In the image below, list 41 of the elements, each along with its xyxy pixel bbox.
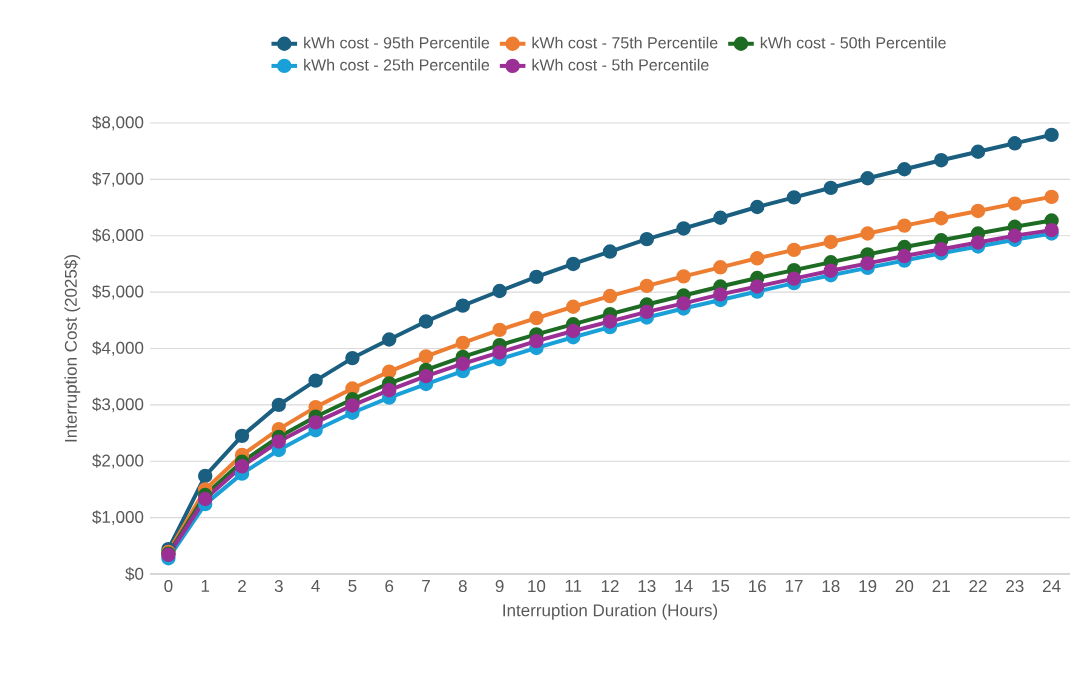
y-tick-label: $3,000	[92, 397, 144, 413]
x-tick-label: 9	[495, 580, 504, 593]
x-tick-label: 0	[164, 580, 173, 593]
x-tick-label: 12	[601, 580, 619, 592]
x-tick-label: 2	[238, 580, 246, 592]
legend-label: kWh cost - 50th Percentile	[760, 36, 946, 49]
x-tick-label: 13	[638, 580, 656, 593]
x-tick-label: 24	[1043, 580, 1061, 592]
x-tick-label: 6	[385, 580, 394, 593]
x-tick-label: 5	[348, 580, 357, 592]
legend-label: kWh cost - 5th Percentile	[532, 58, 709, 71]
x-tick-label: 15	[712, 580, 730, 592]
x-tick-label: 18	[822, 580, 840, 593]
y-tick-label: $4,000	[92, 341, 144, 356]
legend-label: kWh cost - 25th Percentile	[304, 58, 490, 71]
x-tick-label: 22	[969, 580, 987, 592]
x-tick-label: 11	[565, 580, 582, 592]
x-tick-label: 20	[895, 580, 914, 593]
legend-label: kWh cost - 95th Percentile	[304, 36, 490, 49]
x-tick-label: 14	[675, 580, 693, 592]
y-axis-title: Interruption Cost (2025$)	[64, 255, 81, 442]
y-tick-label: $8,000	[92, 115, 144, 131]
y-tick-label: $7,000	[92, 172, 144, 187]
x-tick-label: 19	[859, 580, 877, 593]
x-tick-label: 21	[932, 580, 950, 592]
y-tick-label: $6,000	[92, 228, 144, 244]
x-tick-label: 23	[1006, 580, 1024, 593]
x-tick-label: 1	[201, 580, 210, 592]
x-tick-label: 17	[785, 580, 803, 592]
y-tick-label: $5,000	[92, 284, 144, 300]
x-tick-label: 10	[528, 580, 546, 593]
x-tick-label: 7	[422, 580, 430, 592]
x-tick-label: 4	[311, 580, 320, 592]
legend-label: kWh cost - 75th Percentile	[532, 36, 718, 49]
x-tick-label: 3	[274, 580, 283, 593]
x-tick-label: 16	[749, 580, 766, 593]
x-axis-title: Interruption Duration (Hours)	[503, 603, 718, 620]
y-tick-label: $1,000	[92, 510, 144, 525]
x-tick-label: 8	[458, 580, 467, 593]
y-tick-label: $2,000	[92, 453, 144, 469]
y-tick-label: $0	[125, 567, 144, 581]
